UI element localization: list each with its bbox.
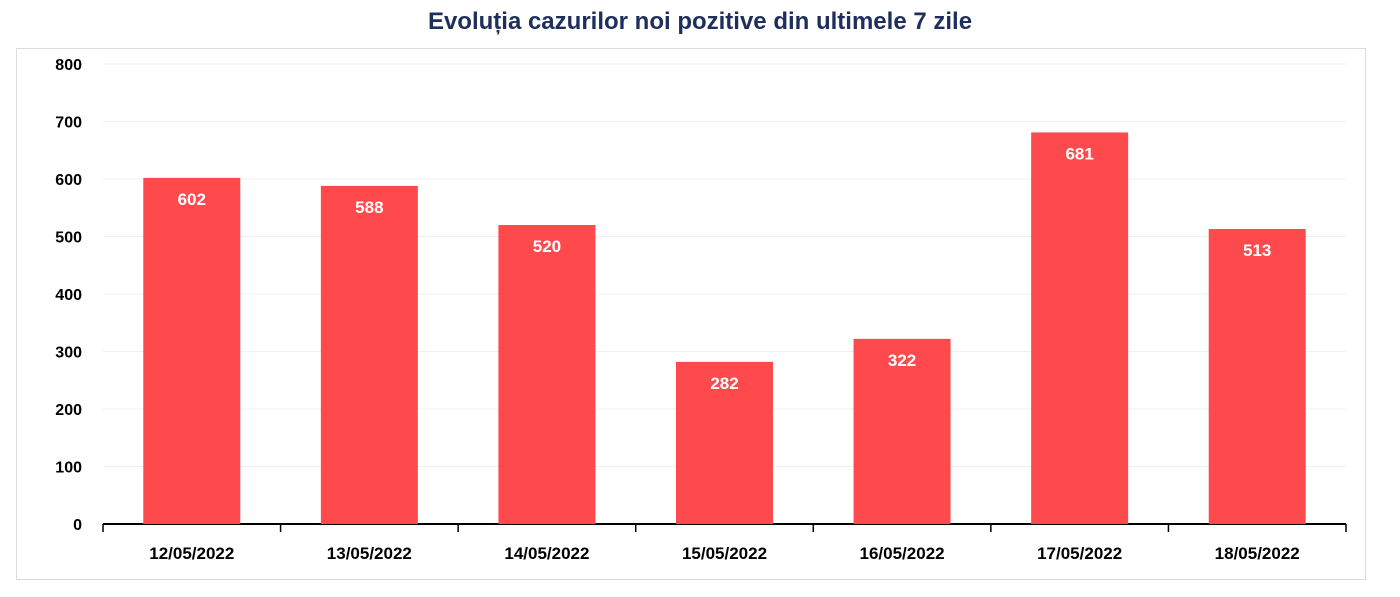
bar (1031, 132, 1129, 525)
bar (676, 361, 773, 524)
y-tick-label: 300 (55, 345, 82, 362)
data-label: 520 (533, 237, 561, 256)
y-tick-label: 800 (55, 57, 82, 74)
y-tick-label: 200 (55, 402, 82, 419)
data-label: 513 (1243, 241, 1271, 260)
y-tick-label: 500 (55, 230, 82, 247)
chart-title: Evoluția cazurilor noi pozitive din ulti… (427, 8, 973, 35)
data-label: 282 (710, 374, 738, 393)
y-tick-label: 0 (73, 517, 82, 534)
x-tick-label: 12/05/2022 (149, 544, 234, 563)
x-tick-label: 17/05/2022 (1037, 544, 1122, 563)
data-label: 681 (1065, 144, 1093, 163)
chart-frame (16, 48, 1366, 580)
data-label: 588 (355, 198, 383, 217)
x-tick-label: 14/05/2022 (504, 544, 589, 563)
bar (498, 225, 596, 524)
x-tick-label: 13/05/2022 (327, 544, 412, 563)
y-tick-label: 100 (55, 460, 82, 477)
y-tick-label: 700 (55, 115, 82, 132)
bar (143, 177, 241, 524)
x-tick-label: 15/05/2022 (682, 544, 767, 563)
y-tick-label: 400 (55, 287, 82, 304)
x-tick-label: 18/05/2022 (1215, 544, 1300, 563)
bar (853, 338, 951, 524)
x-tick-label: 16/05/2022 (860, 544, 945, 563)
bar (1208, 229, 1306, 524)
y-tick-label: 600 (55, 172, 82, 189)
data-label: 322 (888, 351, 916, 370)
bar (320, 185, 418, 524)
data-label: 602 (178, 190, 206, 209)
